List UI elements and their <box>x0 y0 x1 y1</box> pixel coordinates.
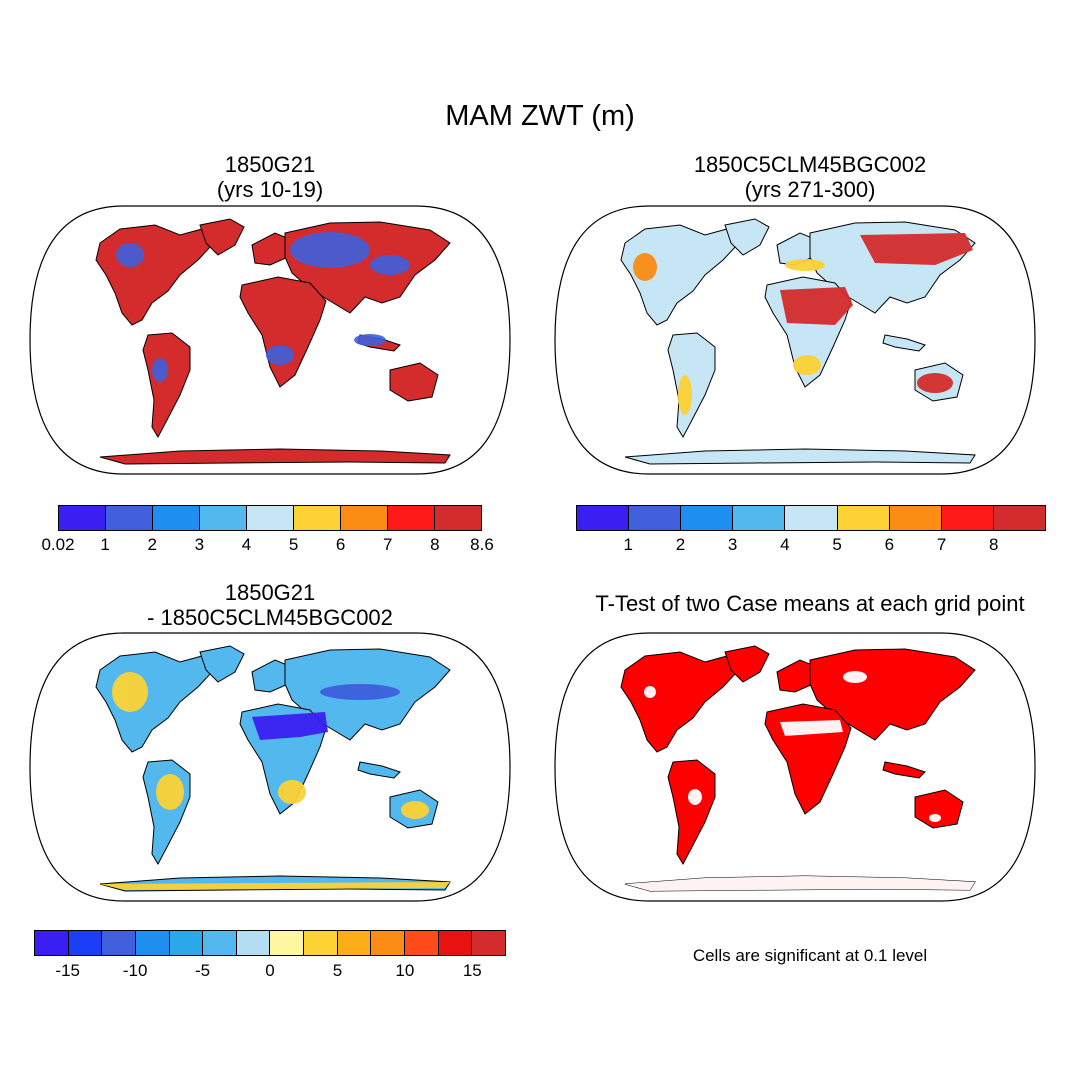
cb2-swatch <box>733 506 786 530</box>
colorbar-3-labels: -15 -10 -5 0 5 10 15 <box>34 961 506 983</box>
colorbar-3 <box>34 930 506 956</box>
cb1-tick-label: 1 <box>100 535 110 554</box>
colorbar-2-labels: 1 2 3 4 5 6 7 8 <box>576 535 1046 557</box>
figure-title: MAM ZWT (m) <box>445 100 635 132</box>
cb1-swatch <box>247 506 294 530</box>
panel4-title-line1: T-Test of two Case means at each grid po… <box>595 591 1025 616</box>
cb1-tick-label: 2 <box>147 535 157 554</box>
cb2-swatch <box>577 506 630 530</box>
colorbar-2 <box>576 505 1046 531</box>
cb1-swatch <box>153 506 200 530</box>
significance-note: Cells are significant at 0.1 level <box>692 946 928 965</box>
cb3-swatch <box>102 931 136 955</box>
cb1-swatch <box>341 506 388 530</box>
cb3-swatch <box>135 931 170 955</box>
detail-panel-4 <box>625 671 975 891</box>
panel4-title: T-Test of two Case means at each grid po… <box>545 591 1075 616</box>
cb1-swatch <box>388 506 435 530</box>
cb2-swatch <box>889 506 942 530</box>
cb3-tick-label: 5 <box>332 961 343 980</box>
cb3-swatch <box>405 931 439 955</box>
cb1-tick-label: 5 <box>288 535 299 554</box>
cb2-tick-label: 4 <box>780 535 790 554</box>
cb2-tick-label: 5 <box>832 535 842 554</box>
cb3-tick-label: -15 <box>55 961 80 980</box>
cb2-tick-label: 7 <box>936 535 947 554</box>
cb3-swatch <box>337 931 372 955</box>
cb2-swatch <box>681 506 734 530</box>
panel2-title: 1850C5CLM45BGC002 (yrs 271-300) <box>600 152 1020 202</box>
cb2-tick-label: 6 <box>884 535 895 554</box>
cb1-tick-label: 8.6 <box>470 535 494 554</box>
colorbar-1 <box>58 505 482 531</box>
cb2-tick-label: 2 <box>675 535 686 554</box>
cb3-swatch <box>270 931 305 955</box>
cb1-swatch <box>59 506 106 530</box>
cb1-tick-label: 6 <box>335 535 346 554</box>
cb3-tick-label: -10 <box>122 961 148 980</box>
cb3-swatch <box>169 931 204 955</box>
cb3-tick-label: 0 <box>265 961 275 980</box>
map-panel-4 <box>554 632 1036 902</box>
cb1-swatch <box>200 506 247 530</box>
cb1-tick-label: 4 <box>241 535 252 554</box>
panel2-title-line2: (yrs 271-300) <box>744 177 876 202</box>
colorbar-1-labels: 0.02 1 2 3 4 5 6 7 8 8.6 <box>41 535 493 557</box>
cb1-swatch <box>435 506 481 530</box>
cb1-tick-label: 3 <box>194 535 205 554</box>
cb1-swatch <box>294 506 341 530</box>
cb3-tick-label: 15 <box>462 961 482 980</box>
map-panel-3 <box>29 632 511 902</box>
cb3-swatch <box>68 931 103 955</box>
cb3-swatch <box>203 931 237 955</box>
cb2-swatch <box>993 506 1045 530</box>
panel3-title-line1: 1850G21 <box>224 580 316 605</box>
panel1-title-line2: (yrs 10-19) <box>216 177 324 202</box>
cb3-swatch <box>236 931 271 955</box>
map-panel-2 <box>554 205 1036 475</box>
cb1-swatch <box>106 506 153 530</box>
map-panel-1 <box>29 205 511 475</box>
cb2-swatch <box>941 506 994 530</box>
cb3-swatch <box>304 931 338 955</box>
cb3-swatch <box>35 931 69 955</box>
cb2-swatch <box>837 506 890 530</box>
cb1-tick-label: 7 <box>383 535 393 554</box>
cb1-tick-label: 8 <box>430 535 440 554</box>
panel3-title-line2: - 1850C5CLM45BGC002 <box>147 605 393 630</box>
cb1-tick-label: 0.02 <box>41 535 75 554</box>
cb2-tick-label: 3 <box>727 535 738 554</box>
cb2-tick-label: 8 <box>989 535 999 554</box>
cb2-tick-label: 1 <box>623 535 633 554</box>
cb3-swatch <box>371 931 406 955</box>
detail-panel-3 <box>100 672 450 890</box>
panel3-title: 1850G21 - 1850C5CLM45BGC002 <box>95 580 445 630</box>
cb2-swatch <box>629 506 682 530</box>
detail-panel-2 <box>633 233 973 415</box>
cb3-tick-label: 10 <box>395 961 415 980</box>
panel1-title: 1850G21 (yrs 10-19) <box>95 152 445 202</box>
panel2-title-line1: 1850C5CLM45BGC002 <box>693 152 927 177</box>
cb3-swatch <box>438 931 473 955</box>
cb2-swatch <box>785 506 838 530</box>
detail-panel-1 <box>116 232 410 382</box>
cb3-tick-label: -5 <box>195 961 211 980</box>
cb3-swatch <box>472 931 505 955</box>
panel1-title-line1: 1850G21 <box>224 152 316 177</box>
